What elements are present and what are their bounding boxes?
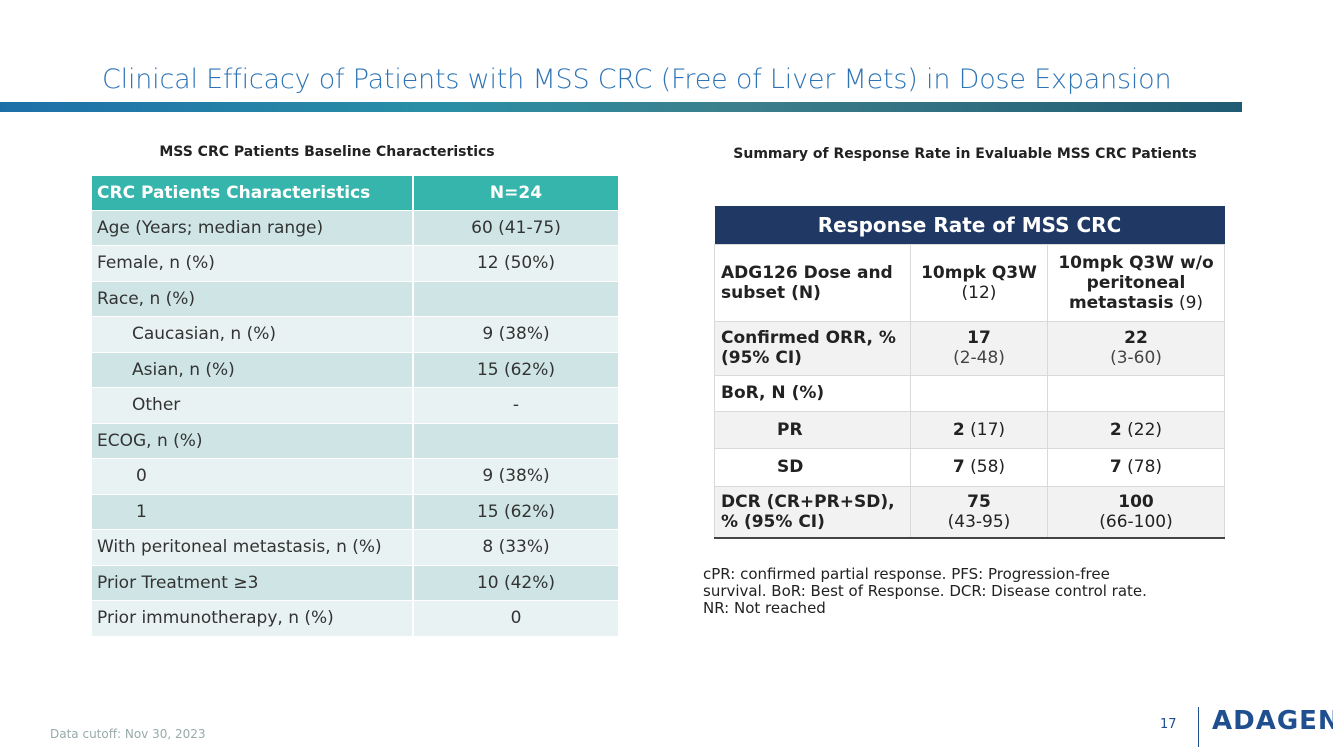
value: 2 bbox=[952, 419, 965, 440]
cell: 15 (62%) bbox=[413, 352, 618, 388]
cell: Asian, n (%) bbox=[92, 352, 414, 388]
logo: ADAGENE bbox=[1212, 706, 1333, 736]
cell: 10 (42%) bbox=[413, 565, 618, 601]
cell: Prior Treatment ≥3 bbox=[92, 565, 414, 601]
title-bar bbox=[0, 102, 1242, 112]
data-cutoff: Data cutoff: Nov 30, 2023 bbox=[50, 727, 206, 741]
cell: 60 (41-75) bbox=[413, 210, 618, 246]
cell: 0 bbox=[413, 600, 618, 637]
cell bbox=[1047, 374, 1225, 412]
value: 22 bbox=[1124, 328, 1148, 348]
cell bbox=[910, 374, 1048, 412]
value: 75 bbox=[967, 491, 991, 512]
cell: 9 (38%) bbox=[413, 316, 618, 353]
value: 2 bbox=[1109, 419, 1122, 440]
value: 100 bbox=[1118, 491, 1154, 512]
cell: ECOG, n (%) bbox=[92, 423, 414, 459]
baseline-table: CRC Patients Characteristics N=24 Age (Ye… bbox=[92, 176, 618, 637]
response-table: Response Rate of MSS CRC ADG126 Dose and… bbox=[714, 206, 1225, 539]
cell: - bbox=[413, 387, 618, 424]
percent: (22) bbox=[1127, 419, 1163, 440]
cell: 12 (50%) bbox=[413, 245, 618, 282]
header-cell: N=24 bbox=[413, 176, 618, 211]
header-n: (12) bbox=[961, 282, 997, 303]
row-label: Confirmed ORR, % (95% CI) bbox=[721, 328, 896, 368]
header-text: 10mpk Q3W bbox=[921, 262, 1037, 283]
header-text: ADG126 Dose and subset (N) bbox=[721, 262, 893, 303]
page-number: 17 bbox=[1160, 717, 1177, 732]
cell: With peritoneal metastasis, n (%) bbox=[92, 529, 414, 566]
cell: 9 (38%) bbox=[413, 458, 618, 495]
cell: Caucasian, n (%) bbox=[92, 316, 414, 353]
table-caption: Summary of Response Rate in Evaluable MS… bbox=[733, 146, 1197, 162]
row-label: DCR (CR+PR+SD), % (95% CI) bbox=[721, 491, 895, 532]
cell: Age (Years; median range) bbox=[92, 210, 414, 246]
value: 7 bbox=[952, 457, 965, 477]
percent: (58) bbox=[970, 457, 1006, 477]
ci: (2-48) bbox=[953, 348, 1005, 368]
divider bbox=[1198, 707, 1199, 747]
value: 7 bbox=[1109, 457, 1122, 477]
cell: 15 (62%) bbox=[413, 494, 618, 530]
ci: (66-100) bbox=[1099, 511, 1173, 532]
cell: Prior immunotherapy, n (%) bbox=[92, 600, 414, 637]
cell: 1 bbox=[92, 494, 414, 530]
row-label: PR bbox=[777, 419, 803, 440]
header-text: 10mpk Q3W w/o peritoneal metastasis bbox=[1058, 252, 1214, 313]
row-label: SD bbox=[777, 457, 804, 477]
cell: 8 (33%) bbox=[413, 529, 618, 566]
header-n: (9) bbox=[1178, 292, 1204, 313]
percent: (78) bbox=[1127, 457, 1163, 477]
header-cell: CRC Patients Characteristics bbox=[92, 176, 414, 211]
row-label: BoR, N (%) bbox=[721, 383, 825, 403]
percent: (17) bbox=[970, 419, 1006, 440]
footnote: cPR: confirmed partial response. PFS: Pr… bbox=[703, 565, 1147, 617]
ci: (43-95) bbox=[947, 511, 1011, 532]
cell: Female, n (%) bbox=[92, 245, 414, 282]
table-caption: MSS CRC Patients Baseline Characteristic… bbox=[159, 144, 495, 160]
cell bbox=[413, 281, 618, 317]
cell: Other bbox=[92, 387, 414, 424]
ci: (3-60) bbox=[1110, 348, 1162, 368]
value: 17 bbox=[967, 328, 991, 348]
cell: Race, n (%) bbox=[92, 281, 414, 317]
slide-title: Clinical Efficacy of Patients with MSS C… bbox=[102, 64, 1172, 95]
table-title: Response Rate of MSS CRC bbox=[714, 206, 1225, 244]
cell bbox=[413, 423, 618, 459]
cell: 0 bbox=[92, 458, 414, 495]
